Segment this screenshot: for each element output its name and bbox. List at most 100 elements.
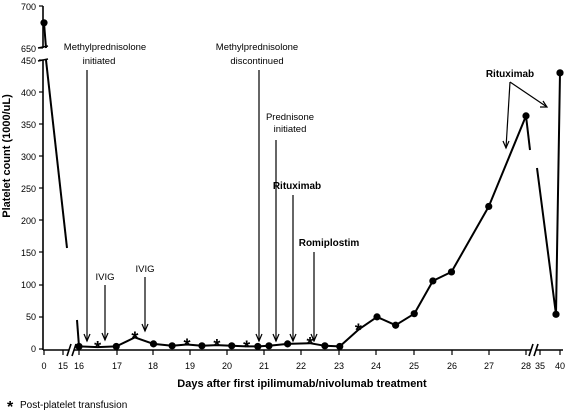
legend-asterisk-symbol: * <box>7 399 14 415</box>
series-line-segment-tail <box>536 72 561 316</box>
y-axis-title: Platelet count (1000/uL) <box>1 94 13 218</box>
annotation-methylprednisolone-initiated-line1: Methylprednisolone <box>64 42 146 53</box>
legend-note: Post-platelet transfusion <box>20 400 127 411</box>
data-point-26 <box>552 310 560 318</box>
data-point-transfusion-2: * <box>94 338 101 358</box>
y-tick-label-50: 50 <box>26 312 36 322</box>
y-tick-label-350: 350 <box>21 120 36 130</box>
y-tick-label-450: 450 <box>21 56 36 66</box>
arrow-methylprednisolone-initiated <box>83 70 91 343</box>
data-point-12 <box>254 342 262 351</box>
annotation-methylprednisolone-initiated-line2: initiated <box>83 56 116 67</box>
annotation-arrows <box>83 70 549 343</box>
x-tick-label-27: 27 <box>484 361 494 371</box>
series-line-segment-upper <box>43 22 47 49</box>
data-point-10 <box>228 342 236 350</box>
x-tick-label-18: 18 <box>148 361 158 371</box>
x-tick-label-22: 22 <box>296 361 306 371</box>
data-point-22 <box>429 277 437 285</box>
y-tick-label-150: 150 <box>21 248 36 258</box>
x-tick-label-16: 16 <box>74 361 84 371</box>
x-axis-break-mark-3 <box>528 343 534 357</box>
y-tick-label-0: 0 <box>31 344 36 354</box>
x-tick-labels: 0 15 16 17 18 19 20 21 22 23 24 25 26 27… <box>41 361 565 371</box>
x-tick-label-19: 19 <box>185 361 195 371</box>
x-tick-label-17: 17 <box>112 361 122 371</box>
series-line-segment-main <box>78 115 527 349</box>
x-axis-break-mark-2 <box>71 343 77 357</box>
data-point-27 <box>556 69 564 77</box>
data-point-14 <box>284 340 292 348</box>
y-tick-label-200: 200 <box>21 216 36 226</box>
data-point-1 <box>75 342 83 351</box>
y-tick-label-300: 300 <box>21 152 36 162</box>
x-tick-label-40: 40 <box>555 361 565 371</box>
arrow-romiplostim <box>310 252 318 343</box>
axes <box>37 6 563 357</box>
y-tick-label-100: 100 <box>21 280 36 290</box>
arrow-ivig-1 <box>101 285 109 342</box>
data-point-24 <box>485 202 493 211</box>
annotation-romiplostim: Romiplostim <box>299 238 360 249</box>
x-tick-label-15: 15 <box>58 361 68 371</box>
x-tick-label-28: 28 <box>521 361 531 371</box>
x-axis-title: Days after first ipilimumab/nivolumab tr… <box>177 378 427 390</box>
annotation-ivig-2: IVIG <box>135 264 154 275</box>
data-point-5 <box>149 340 158 348</box>
annotation-methylprednisolone-discontinued-line2: discontinued <box>230 56 283 67</box>
data-point-transfusion-18: * <box>355 321 362 341</box>
x-tick-label-20: 20 <box>222 361 232 371</box>
x-tick-label-25: 25 <box>409 361 419 371</box>
series-line-segment-stub <box>76 319 80 347</box>
data-point-17 <box>336 342 344 351</box>
arrow-rituximab-2b <box>509 81 549 108</box>
x-axis-break-mark-1 <box>66 343 72 357</box>
annotation-rituximab-2: Rituximab <box>486 69 534 80</box>
arrow-ivig-2 <box>141 277 149 333</box>
tick-marks <box>39 5 561 355</box>
data-point-21 <box>410 310 418 318</box>
data-point-0 <box>40 19 48 27</box>
data-point-3 <box>112 342 120 351</box>
annotation-prednisone-initiated-line1: Prednisone <box>266 112 314 123</box>
data-point-20 <box>392 321 400 329</box>
y-tick-label-700: 700 <box>21 2 36 12</box>
x-axis-break-mark-4 <box>533 343 539 357</box>
data-point-6 <box>168 342 176 350</box>
data-point-transfusion-11: * <box>243 337 250 357</box>
annotation-ivig-1: IVIG <box>95 272 114 283</box>
annotation-methylprednisolone-discontinued-line1: Methylprednisolone <box>216 42 298 53</box>
y-tick-label-650: 650 <box>21 44 36 54</box>
x-tick-label-24: 24 <box>371 361 381 371</box>
arrow-rituximab-1 <box>289 195 297 343</box>
data-point-transfusion-15: * <box>306 334 313 354</box>
x-tick-label-35: 35 <box>535 361 545 371</box>
marker-layer: * * * * * * * <box>40 19 564 358</box>
x-tick-label-23: 23 <box>334 361 344 371</box>
arrow-rituximab-2a <box>502 81 511 150</box>
x-tick-label-0: 0 <box>41 361 46 371</box>
arrow-prednisone-initiated <box>272 140 280 343</box>
data-point-transfusion-9: * <box>213 336 220 356</box>
data-point-19 <box>373 313 381 321</box>
y-tick-label-250: 250 <box>21 184 36 194</box>
data-point-23 <box>447 268 456 276</box>
annotation-prednisone-initiated-line2: initiated <box>274 124 307 135</box>
x-tick-label-21: 21 <box>259 361 269 371</box>
data-point-transfusion-7: * <box>184 336 191 356</box>
data-point-25 <box>522 112 530 120</box>
data-point-8 <box>198 342 206 350</box>
arrow-methylprednisolone-discontinued <box>255 70 263 343</box>
annotation-labels: Methylprednisolone initiated IVIG IVIG M… <box>64 42 534 283</box>
series-line-segment-drop <box>45 59 68 249</box>
series-line-segment-break-exit <box>525 115 531 151</box>
y-tick-label-400: 400 <box>21 88 36 98</box>
transfusion-legend: * Post-platelet transfusion <box>7 399 127 415</box>
data-point-transfusion-4: * <box>131 328 138 348</box>
annotation-rituximab-1: Rituximab <box>273 181 321 192</box>
x-tick-label-26: 26 <box>447 361 457 371</box>
y-tick-labels: 700 650 450 400 350 300 250 200 150 100 … <box>21 2 36 354</box>
data-point-13 <box>265 342 273 350</box>
data-point-16 <box>321 342 329 350</box>
